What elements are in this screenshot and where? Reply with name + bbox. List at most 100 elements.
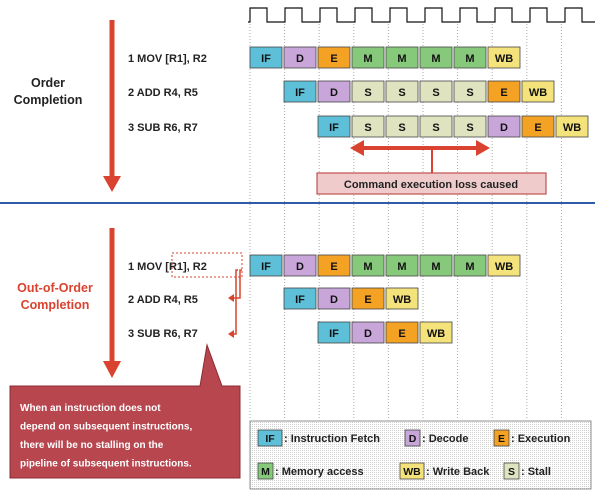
legend-key: IF — [265, 433, 275, 445]
legend-text: : Stall — [521, 466, 551, 478]
stage-cell-d — [283, 254, 317, 277]
stage-label: D — [330, 87, 338, 99]
callout-line: there will be no stalling on the — [20, 440, 164, 451]
stage-label: WB — [563, 122, 581, 134]
stage-cell-wb — [555, 115, 589, 138]
stage-label: IF — [329, 328, 339, 340]
order-flow-arrow-head — [103, 176, 121, 192]
instruction-label: 3 SUB R6, R7 — [128, 122, 198, 134]
stage-label: IF — [261, 53, 271, 65]
stage-label: M — [363, 53, 372, 65]
stage-cell-if — [283, 80, 317, 103]
dependency-arrow-r7 — [228, 330, 234, 338]
clock-waveform — [248, 7, 595, 23]
stage-label: IF — [295, 87, 305, 99]
stage-cell-e — [385, 321, 419, 344]
stage-label: IF — [329, 122, 339, 134]
legend-key: E — [498, 433, 505, 445]
stage-cell-m — [385, 46, 419, 69]
legend-swatch-e — [493, 429, 510, 447]
stage-cell-if — [283, 287, 317, 310]
stage-label: WB — [427, 328, 445, 340]
stage-label: E — [330, 53, 337, 65]
stage-cell-s — [453, 80, 487, 103]
stage-label: D — [330, 294, 338, 306]
stage-label: E — [330, 261, 337, 273]
legend-text: : Instruction Fetch — [284, 433, 380, 445]
stage-cell-if — [317, 115, 351, 138]
loss-arrow-left-head — [350, 140, 364, 156]
legend-key: WB — [403, 466, 421, 478]
stage-cell-m — [419, 46, 453, 69]
stage-cell-s — [385, 115, 419, 138]
explanation-callout — [9, 343, 241, 479]
stage-cell-wb — [487, 46, 521, 69]
stage-cell-wb — [385, 287, 419, 310]
stage-cell-e — [317, 46, 351, 69]
stage-cell-if — [249, 254, 283, 277]
stage-cell-s — [385, 80, 419, 103]
stage-cell-d — [317, 287, 351, 310]
stage-label: S — [398, 87, 405, 99]
loss-arrow-right-head — [476, 140, 490, 156]
instruction-label: 3 SUB R6, R7 — [128, 328, 198, 340]
stage-label: E — [398, 328, 405, 340]
stage-cell-wb — [487, 254, 521, 277]
instruction-label: 2 ADD R4, R5 — [128, 294, 198, 306]
legend-text: : Write Back — [426, 466, 490, 478]
stage-label: WB — [495, 53, 513, 65]
stage-label: S — [466, 87, 473, 99]
callout-line: When an instruction does not — [20, 403, 161, 414]
stage-cell-wb — [419, 321, 453, 344]
section1-title-line2: Completion — [14, 93, 83, 107]
stage-label: IF — [295, 294, 305, 306]
legend-text: : Memory access — [275, 466, 364, 478]
stage-cell-m — [453, 254, 487, 277]
legend-key: D — [409, 433, 417, 445]
callout-text-group: When an instruction does not depend on su… — [20, 403, 192, 470]
stage-label: S — [364, 87, 371, 99]
stage-cell-d — [283, 46, 317, 69]
stage-label: WB — [495, 261, 513, 273]
legend-key: S — [508, 466, 515, 478]
stage-cell-m — [351, 46, 385, 69]
stage-label: S — [398, 122, 405, 134]
stage-cell-d — [317, 80, 351, 103]
stage-cell-s — [351, 115, 385, 138]
stage-label: D — [364, 328, 372, 340]
callout-line: pipeline of subsequent instructions. — [20, 459, 192, 470]
stage-label: S — [364, 122, 371, 134]
out-of-order-section: Out-of-Order Completion 1 MOV [R1], R2 IF… — [9, 228, 521, 479]
stage-label: D — [296, 261, 304, 273]
stage-cell-m — [351, 254, 385, 277]
stage-cell-e — [317, 254, 351, 277]
section2-title-line2: Completion — [21, 298, 90, 312]
stage-label: E — [364, 294, 371, 306]
stage-label: WB — [529, 87, 547, 99]
stage-label: M — [431, 53, 440, 65]
stage-label: M — [397, 261, 406, 273]
stage-label: M — [465, 261, 474, 273]
dependency-line-r7 — [231, 269, 238, 335]
stage-label: S — [432, 122, 439, 134]
stage-label: IF — [261, 261, 271, 273]
stage-cell-s — [453, 115, 487, 138]
legend-swatch-s — [503, 462, 520, 480]
loss-label-box — [316, 172, 547, 195]
stage-cell-wb — [521, 80, 555, 103]
stage-label: S — [466, 122, 473, 134]
stage-cell-if — [249, 46, 283, 69]
stage-cell-m — [453, 46, 487, 69]
stage-cell-s — [419, 80, 453, 103]
stage-label: D — [296, 53, 304, 65]
dependency-arrow-r5 — [228, 294, 234, 302]
stage-label: S — [432, 87, 439, 99]
ooo-flow-arrow-head — [103, 361, 121, 378]
stage-label: M — [465, 53, 474, 65]
legend-swatch-d — [404, 429, 421, 447]
stage-label: M — [431, 261, 440, 273]
instruction-label: 1 MOV [R1], R2 — [128, 261, 207, 273]
stage-cell-e — [351, 287, 385, 310]
